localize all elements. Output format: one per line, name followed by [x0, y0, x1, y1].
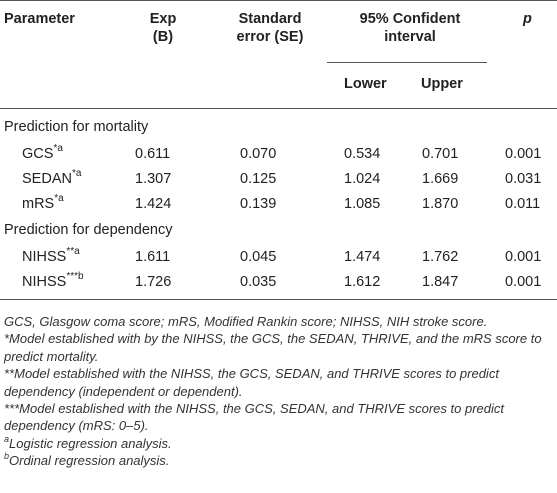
cell-exp: 1.611	[135, 249, 171, 265]
header-exp: Exp (B)	[128, 10, 198, 46]
row-superscript: **a	[66, 246, 80, 258]
footnote-model-mortality: *Model established with by the NIHSS, th…	[4, 331, 542, 364]
table-footnotes: GCS, Glasgow coma score; mRS, Modified R…	[4, 313, 554, 470]
cell-lower: 1.474	[344, 249, 381, 265]
cell-p: 0.031	[505, 171, 542, 187]
row-superscript: *a	[54, 193, 64, 205]
row-label: NIHSS	[22, 249, 67, 265]
cell-exp: 1.307	[135, 171, 172, 187]
header-se-line1: Standard	[238, 11, 302, 27]
section-title-mortality: Prediction for mortality	[4, 119, 149, 135]
footnote-model-dependency-mrs: ***Model established with the NIHSS, the…	[4, 401, 504, 434]
header-bottom-rule	[0, 108, 557, 109]
cell-upper: 1.762	[422, 249, 459, 265]
cell-p: 0.001	[505, 274, 542, 290]
cell-p: 0.001	[505, 249, 542, 265]
header-ci-line1: 95% Confident	[359, 11, 461, 27]
header-se-line2: error (SE)	[236, 29, 304, 45]
footnote-model-dependency: **Model established with the NIHSS, the …	[4, 366, 499, 399]
footnote-a: aLogistic regression analysis.	[4, 433, 554, 452]
cell-exp: 1.726	[135, 274, 172, 290]
header-ci-lower: Lower	[344, 76, 387, 92]
header-se: Standard error (SE)	[215, 10, 325, 46]
cell-se: 0.139	[240, 196, 277, 212]
cell-exp: 1.424	[135, 196, 172, 212]
cell-p: 0.011	[505, 196, 541, 212]
header-ci-line2: interval	[384, 29, 436, 45]
header-ci: 95% Confident interval	[330, 10, 490, 46]
cell-upper: 1.847	[422, 274, 459, 290]
cell-upper: 0.701	[422, 146, 459, 162]
row-label: SEDAN	[22, 171, 72, 187]
ci-subrule	[327, 62, 487, 63]
footnote-a-mark: a	[4, 433, 10, 444]
footnote-abbreviations: GCS, Glasgow coma score; mRS, Modified R…	[4, 314, 488, 329]
cell-lower: 1.085	[344, 196, 381, 212]
cell-lower: 0.534	[344, 146, 381, 162]
header-parameter: Parameter	[4, 11, 75, 27]
row-name: mRS*a	[22, 193, 64, 213]
row-superscript: *a	[53, 143, 63, 155]
cell-se: 0.035	[240, 274, 277, 290]
row-name: GCS*a	[22, 143, 63, 163]
table-bottom-rule	[0, 299, 557, 300]
cell-upper: 1.669	[422, 171, 459, 187]
header-exp-line1: Exp	[149, 11, 177, 27]
header-p: p	[523, 11, 532, 27]
row-name: SEDAN*a	[22, 168, 82, 188]
header-ci-upper: Upper	[421, 76, 463, 92]
footnote-b-text: Ordinal regression analysis.	[9, 453, 170, 469]
footnote-b-mark: b	[4, 450, 10, 461]
row-superscript: *a	[71, 168, 82, 180]
row-label: GCS	[22, 146, 54, 162]
cell-se: 0.045	[240, 249, 277, 265]
cell-p: 0.001	[505, 146, 542, 162]
row-label: mRS	[22, 196, 55, 212]
table-top-rule	[0, 0, 557, 1]
row-name: NIHSS**a	[22, 246, 80, 266]
cell-se: 0.125	[240, 171, 277, 187]
row-superscript: ***b	[66, 271, 84, 283]
footnote-a-text: Logistic regression analysis.	[9, 435, 172, 451]
footnote-b: bOrdinal regression analysis.	[4, 450, 554, 469]
cell-exp: 0.611	[135, 146, 171, 162]
row-name: NIHSS***b	[22, 271, 84, 291]
cell-se: 0.070	[240, 146, 277, 162]
section-title-dependency: Prediction for dependency	[4, 222, 173, 238]
cell-lower: 1.024	[344, 171, 381, 187]
cell-upper: 1.870	[422, 196, 459, 212]
cell-lower: 1.612	[344, 274, 381, 290]
row-label: NIHSS	[22, 274, 67, 290]
header-exp-line2: (B)	[152, 29, 174, 45]
